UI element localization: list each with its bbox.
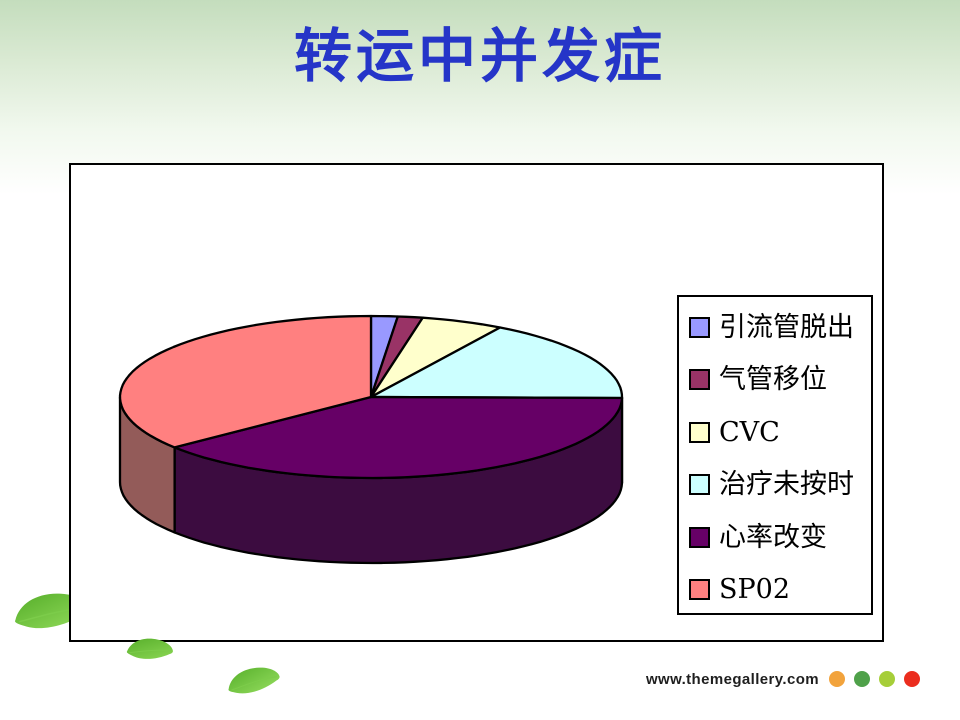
legend-item: 治疗未按时: [679, 459, 871, 512]
legend-swatch: [689, 579, 710, 601]
legend-swatch: [689, 421, 710, 443]
legend-label: SP02: [719, 574, 791, 606]
legend-label: 气管移位: [719, 364, 827, 396]
legend-label: 心率改变: [719, 521, 827, 553]
footer-dot-icon: [829, 671, 845, 687]
legend-item: 心率改变: [679, 511, 871, 564]
legend-swatch: [689, 474, 710, 496]
legend-label: 治疗未按时: [719, 469, 854, 501]
legend-swatch: [689, 369, 710, 391]
legend-item: SP02: [679, 564, 871, 617]
legend-item: 引流管脱出: [679, 301, 871, 354]
leaf-icon: [228, 667, 280, 694]
legend-swatch: [689, 526, 710, 548]
footer-dot-icon: [904, 671, 920, 687]
legend-label: 引流管脱出: [719, 311, 854, 343]
legend-item: CVC: [679, 406, 871, 459]
legend-swatch: [689, 316, 710, 338]
footer-dot-icon: [854, 671, 870, 687]
slide-title: 转运中并发症: [293, 22, 666, 90]
footer-dots: [829, 671, 920, 687]
chart-legend: 引流管脱出气管移位 CVC 治疗未按时心率改变 SP02: [677, 295, 873, 615]
legend-label: CVC: [719, 416, 780, 448]
legend-item: 气管移位: [679, 354, 871, 407]
leaf-icon: [126, 638, 173, 659]
footer-dot-icon: [879, 671, 895, 687]
footer-url[interactable]: www.themegallery.com: [645, 670, 819, 688]
slide-footer: www.themegallery.com: [0, 668, 920, 690]
